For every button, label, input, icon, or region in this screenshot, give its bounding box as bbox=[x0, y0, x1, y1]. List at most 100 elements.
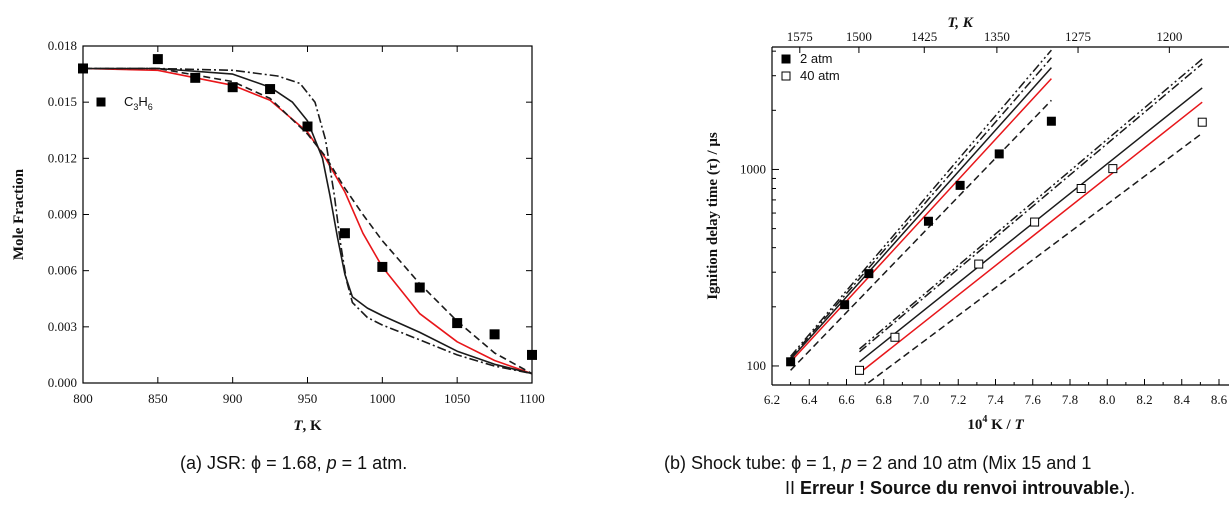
y-tick-label-b: 1000 bbox=[740, 161, 766, 176]
data-point-a bbox=[78, 63, 88, 74]
x-tick-label-b: 7.0 bbox=[913, 392, 929, 407]
data-point-40atm bbox=[974, 259, 984, 269]
x-tick-label-a: 950 bbox=[298, 391, 318, 406]
top-tick-label-b: 1575 bbox=[787, 29, 813, 44]
data-point-a bbox=[265, 84, 276, 95]
y-axis-label-b: Ignition delay time (τ) / μs bbox=[705, 132, 721, 300]
chart-a-jsr: 800 850 900 950 1000 1050 1100 0.000 0.003 0.006 0… bbox=[11, 38, 545, 434]
y-tick-label-a: 0.009 bbox=[48, 207, 77, 222]
x-tick-label-a: 850 bbox=[148, 391, 168, 406]
top-axis-label-b: T, K bbox=[947, 15, 973, 31]
top-tick-label-b: 1500 bbox=[846, 29, 872, 44]
curve-a-dash-dot bbox=[83, 67, 533, 375]
x-tick-label-a: 1050 bbox=[444, 391, 470, 406]
x-axis-label-b: 104 K / T bbox=[967, 414, 1024, 433]
data-point-40atm bbox=[890, 332, 900, 342]
curve-b-solid bbox=[790, 67, 1052, 360]
caption-b2-part1: II bbox=[785, 478, 801, 498]
y-tick-label-a: 0.000 bbox=[48, 375, 77, 390]
x-tick-label-b: 8.2 bbox=[1136, 392, 1152, 407]
data-point-a bbox=[452, 318, 463, 329]
curve-b-solid bbox=[790, 78, 1052, 363]
x-tick-label-b: 6.6 bbox=[838, 392, 855, 407]
data-point-a bbox=[190, 72, 201, 83]
data-point-a bbox=[152, 54, 163, 65]
top-tick-label-b: 1200 bbox=[1156, 29, 1182, 44]
data-point-a bbox=[527, 349, 537, 360]
x-tick-label-b: 6.8 bbox=[876, 392, 892, 407]
x-tick-label-b: 7.2 bbox=[950, 392, 966, 407]
caption-b-part1: (b) Shock tube: ϕ = 1, bbox=[664, 453, 842, 473]
x-tick-label-a: 1100 bbox=[519, 391, 545, 406]
caption-a: (a) JSR: ϕ = 1.68, p = 1 atm. bbox=[180, 453, 407, 474]
data-point-a bbox=[489, 329, 500, 340]
caption-b-line2: II Erreur ! Source du renvoi introuvable… bbox=[785, 478, 1135, 499]
y-tick-label-a: 0.015 bbox=[48, 94, 77, 109]
curve-a-solid bbox=[82, 67, 533, 375]
curve-a-solid bbox=[83, 67, 533, 375]
data-point-40atm bbox=[1108, 164, 1118, 174]
data-point-2atm bbox=[955, 180, 965, 190]
caption-b-part2: = 2 and 10 atm (Mix 15 and 1 bbox=[851, 453, 1092, 473]
data-point-40atm bbox=[1197, 117, 1207, 127]
data-point-2atm bbox=[1046, 116, 1056, 126]
caption-b2-part2: ). bbox=[1124, 478, 1136, 498]
data-point-a bbox=[339, 228, 350, 239]
plot-frame-a bbox=[82, 45, 533, 384]
x-tick-label-b: 8.6 bbox=[1211, 392, 1228, 407]
y-tick-label-b: 100 bbox=[747, 358, 767, 373]
y-tick-label-a: 0.003 bbox=[48, 319, 77, 334]
x-tick-label-a: 800 bbox=[73, 391, 93, 406]
chart-b-shock-tube: 6.2 6.4 6.6 6.8 7.0 7.2 7.4 7.6 7.8 8.0 8.2 8.4 8.6 1… bbox=[705, 15, 1229, 433]
legend-marker-a bbox=[96, 97, 106, 107]
y-tick-label-a: 0.006 bbox=[48, 263, 78, 278]
curve-b-dashed bbox=[790, 99, 1052, 371]
data-point-40atm bbox=[1030, 217, 1040, 227]
x-tick-label-a: 1000 bbox=[369, 391, 395, 406]
data-point-2atm bbox=[786, 357, 796, 367]
curve-b-dash-dot-dot bbox=[790, 49, 1052, 357]
data-point-40atm bbox=[1076, 184, 1086, 194]
data-point-2atm bbox=[923, 216, 933, 226]
caption-a-p: p bbox=[326, 453, 337, 473]
top-tick-label-b: 1275 bbox=[1065, 29, 1091, 44]
caption-b-p: p bbox=[841, 453, 852, 473]
caption-b2-bold: Erreur ! Source du renvoi introuvable. bbox=[800, 478, 1125, 498]
curve-a-dashed bbox=[83, 67, 533, 375]
curve-b-dash-dot bbox=[790, 57, 1052, 359]
legend-label-a: C3H6 bbox=[124, 94, 153, 112]
top-tick-label-b: 1425 bbox=[911, 29, 937, 44]
y-tick-label-a: 0.012 bbox=[48, 150, 77, 165]
legend-label-2atm: 2 atm bbox=[800, 51, 833, 66]
x-axis-label-a: T, K bbox=[293, 418, 322, 434]
y-axis-label-a: Mole Fraction bbox=[11, 168, 27, 260]
curve-b-dashed bbox=[864, 132, 1203, 385]
top-tick-label-b: 1350 bbox=[984, 29, 1010, 44]
data-point-a bbox=[377, 261, 388, 272]
data-point-2atm bbox=[840, 300, 850, 310]
data-point-40atm bbox=[855, 365, 865, 375]
curve-b-solid bbox=[859, 101, 1203, 374]
caption-a-part1: (a) JSR: ϕ = 1.68, bbox=[180, 453, 327, 473]
legend-marker-2atm bbox=[781, 54, 791, 64]
x-tick-label-b: 7.4 bbox=[987, 392, 1004, 407]
x-tick-label-b: 8.4 bbox=[1174, 392, 1191, 407]
caption-a-part2: = 1 atm. bbox=[336, 453, 408, 473]
x-tick-label-b: 6.2 bbox=[764, 392, 780, 407]
data-point-a bbox=[227, 82, 238, 93]
curves-b bbox=[790, 49, 1203, 385]
data-point-2atm bbox=[864, 269, 874, 279]
curve-b-dash-dot-dot bbox=[859, 58, 1203, 350]
legend-marker-40atm bbox=[781, 71, 791, 81]
data-point-a bbox=[302, 121, 313, 132]
x-tick-label-b: 7.8 bbox=[1062, 392, 1078, 407]
data-point-a bbox=[414, 282, 425, 293]
legend-label-40atm: 40 atm bbox=[800, 68, 840, 83]
x-tick-label-b: 6.4 bbox=[801, 392, 818, 407]
x-tick-label-a: 900 bbox=[223, 391, 243, 406]
caption-b-line1: (b) Shock tube: ϕ = 1, p = 2 and 10 atm … bbox=[664, 453, 1091, 474]
x-tick-label-b: 8.0 bbox=[1099, 392, 1115, 407]
data-point-2atm bbox=[994, 149, 1004, 159]
x-tick-label-b: 7.6 bbox=[1025, 392, 1042, 407]
